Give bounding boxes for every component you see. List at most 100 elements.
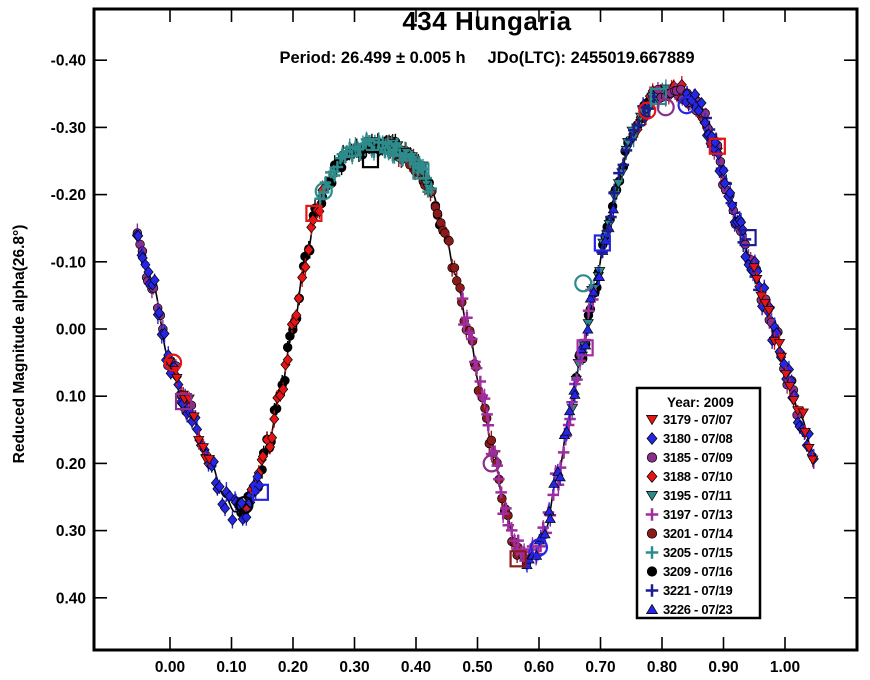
open-square-marker: [739, 229, 757, 247]
data-point: [693, 104, 704, 117]
data-point: [543, 505, 555, 516]
session-3226-points: [521, 201, 620, 573]
legend-marker-triangle-up: [645, 603, 659, 614]
data-point: [613, 167, 625, 179]
open-circle-marker: [574, 274, 593, 293]
data-point: [755, 291, 767, 302]
data-point: [773, 339, 786, 349]
data-point: [599, 235, 612, 245]
x-tick-label: 0.90: [708, 659, 738, 676]
legend-entry-label: 3180 - 07/08: [663, 431, 732, 446]
legend-entry-label: 3185 - 07/09: [663, 450, 732, 465]
data-point: [587, 286, 600, 297]
session-3221-points: [596, 89, 770, 308]
data-point: [293, 292, 304, 305]
data-point: [562, 419, 575, 431]
open-square-marker: [174, 392, 193, 411]
x-tick-label: 0.70: [585, 659, 615, 676]
data-point: [482, 419, 495, 431]
x-tick-label: 0.10: [216, 659, 246, 676]
session-3205-points: [314, 131, 438, 209]
y-tick-label: -0.40: [51, 53, 86, 70]
data-point: [699, 116, 711, 129]
legend-entry-label: 3201 - 07/14: [663, 526, 733, 541]
data-point: [444, 236, 454, 246]
open-square-marker: [708, 137, 726, 155]
chart-title: 434 Hungaria: [402, 6, 572, 36]
session-3197-points: [456, 281, 599, 569]
data-point: [466, 333, 478, 345]
data-point: [331, 161, 344, 173]
data-point: [617, 159, 630, 171]
data-point: [718, 164, 729, 177]
legend-marker-circle: [646, 452, 658, 463]
data-point: [214, 480, 225, 493]
legend-entry-label: 3209 - 07/16: [663, 564, 732, 579]
open-circle-marker: [638, 101, 657, 120]
session-3195-points: [369, 79, 672, 418]
data-point: [297, 271, 308, 284]
chart-subtitle: Period: 26.499 ± 0.005 h JDo(LTC): 245501…: [104, 49, 870, 68]
data-point: [328, 169, 341, 182]
data-point: [474, 375, 487, 388]
data-point: [512, 534, 524, 547]
period-value: Period: 26.499 ± 0.005 h: [279, 49, 466, 67]
open-circle-marker: [482, 454, 501, 473]
data-point: [241, 511, 252, 524]
data-point: [456, 292, 469, 305]
legend-marker-triangle-down: [645, 491, 659, 502]
data-point: [569, 389, 581, 399]
open-square-marker: [509, 550, 527, 568]
data-point: [605, 211, 617, 223]
data-point: [719, 177, 730, 190]
data-point: [763, 306, 775, 316]
data-point: [493, 473, 505, 485]
data-point: [143, 266, 154, 278]
x-tick-label: 0.80: [647, 659, 677, 676]
data-point: [266, 431, 278, 444]
data-point: [596, 246, 608, 258]
legend-marker-diamond: [646, 470, 658, 483]
y-tick-label: 0.30: [56, 523, 86, 540]
y-tick-label: -0.20: [51, 187, 86, 204]
data-point: [149, 274, 160, 287]
data-point: [593, 271, 606, 281]
legend-entry-label: 3197 - 07/13: [663, 507, 732, 522]
data-point: [219, 502, 231, 515]
data-point: [470, 362, 483, 374]
data-point: [563, 405, 576, 416]
data-point: [554, 471, 566, 482]
open-circle-marker: [314, 182, 333, 201]
legend-marker-triangle-down: [645, 415, 659, 426]
data-point: [191, 423, 203, 436]
x-tick-label: 0.40: [401, 659, 431, 676]
data-point: [620, 144, 633, 157]
x-tick-label: 0.30: [339, 659, 369, 676]
data-point: [197, 443, 209, 453]
data-point: [544, 513, 556, 523]
open-square-marker: [305, 204, 323, 223]
open-circle-marker: [529, 538, 549, 557]
legend-entry-label: 3221 - 07/19: [663, 583, 732, 598]
legend-marker-circle: [646, 566, 658, 577]
data-point: [159, 327, 170, 340]
data-point: [807, 455, 819, 466]
data-point: [727, 199, 738, 212]
data-point: [458, 318, 470, 331]
data-point: [432, 208, 443, 219]
jdo-value: JDo(LTC): 2455019.667889: [487, 49, 695, 67]
data-point: [751, 274, 763, 285]
legend-title: Year: 2009: [667, 395, 734, 410]
data-point: [632, 119, 645, 132]
y-tick-label: 0.20: [56, 456, 86, 473]
open-circle-marker: [235, 495, 254, 515]
y-tick-label: 0.00: [56, 322, 86, 339]
data-point: [561, 426, 573, 436]
data-point: [449, 263, 460, 273]
data-point: [469, 356, 481, 368]
data-point: [406, 151, 418, 163]
data-point: [799, 428, 811, 438]
data-point: [188, 412, 200, 422]
legend-entry-label: 3179 - 07/07: [663, 412, 732, 427]
session-3185-points: [132, 81, 802, 422]
